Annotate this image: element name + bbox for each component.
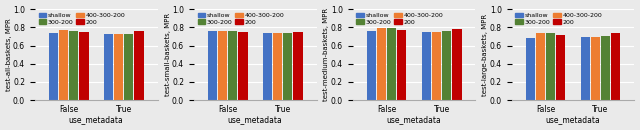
Bar xyxy=(525,38,535,100)
X-axis label: use_metadata: use_metadata xyxy=(546,115,600,124)
Legend: shallow, 300-200, 400-300-200, 200: shallow, 300-200, 400-300-200, 200 xyxy=(197,12,285,25)
Bar xyxy=(59,30,68,100)
Bar xyxy=(79,32,88,100)
Legend: shallow, 300-200, 400-300-200, 200: shallow, 300-200, 400-300-200, 200 xyxy=(356,12,444,25)
Bar xyxy=(134,31,143,100)
Bar xyxy=(601,36,611,100)
Legend: shallow, 300-200, 400-300-200, 200: shallow, 300-200, 400-300-200, 200 xyxy=(38,12,126,25)
Bar xyxy=(124,34,134,100)
Bar xyxy=(442,31,451,100)
Bar xyxy=(556,35,566,100)
Bar xyxy=(432,32,441,100)
Bar xyxy=(611,33,621,100)
Bar xyxy=(591,37,600,100)
Y-axis label: test-medium-baskets, MPR: test-medium-baskets, MPR xyxy=(323,8,330,101)
Bar xyxy=(208,31,217,100)
Legend: shallow, 300-200, 400-300-200, 200: shallow, 300-200, 400-300-200, 200 xyxy=(515,12,603,25)
Y-axis label: test-small-baskets, MPR: test-small-baskets, MPR xyxy=(164,13,170,96)
Bar xyxy=(273,33,282,100)
X-axis label: use_metadata: use_metadata xyxy=(387,115,442,124)
Bar xyxy=(422,32,431,100)
Bar xyxy=(49,33,58,100)
X-axis label: use_metadata: use_metadata xyxy=(69,115,124,124)
Bar xyxy=(546,33,556,100)
Bar xyxy=(452,29,461,100)
Bar xyxy=(367,31,376,100)
Bar xyxy=(580,37,590,100)
Bar xyxy=(293,32,303,100)
Bar xyxy=(228,31,237,100)
Bar xyxy=(387,28,396,100)
Bar xyxy=(114,34,124,100)
Bar xyxy=(397,30,406,100)
Bar xyxy=(238,32,248,100)
Y-axis label: test-all-baskets, MPR: test-all-baskets, MPR xyxy=(6,18,12,91)
X-axis label: use_metadata: use_metadata xyxy=(228,115,282,124)
Bar xyxy=(218,31,227,100)
Bar xyxy=(283,33,292,100)
Bar xyxy=(377,28,386,100)
Bar xyxy=(536,33,545,100)
Bar xyxy=(104,34,113,100)
Bar xyxy=(69,31,79,100)
Bar xyxy=(263,34,272,100)
Y-axis label: test-large-baskets, MPR: test-large-baskets, MPR xyxy=(483,14,488,96)
